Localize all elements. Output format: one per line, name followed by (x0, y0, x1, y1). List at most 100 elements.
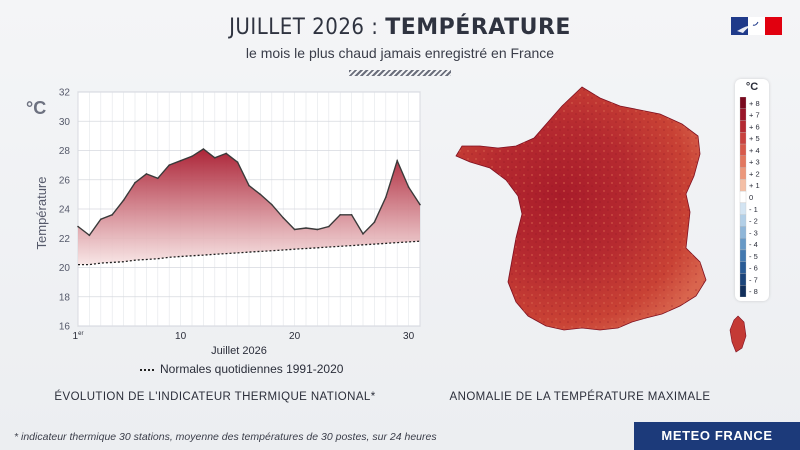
decorative-hatch (349, 70, 451, 76)
observed-point (168, 164, 170, 166)
observed-point (373, 221, 376, 223)
color-swatch (739, 132, 747, 145)
y-tick-label: 22 (59, 234, 71, 245)
color-scale-label: + 6 (749, 122, 760, 131)
color-scale-label: + 2 (749, 169, 760, 178)
legend-label-normals: Normales quotidiennes 1991-2020 (160, 362, 344, 376)
map-caption: ANOMALIE DE LA TEMPÉRATURE MAXIMALE (449, 391, 711, 403)
observed-point (111, 214, 113, 216)
color-scale-label: - 6 (749, 264, 758, 273)
color-swatch (739, 120, 747, 133)
color-scale-label: + 5 (749, 134, 760, 143)
y-tick-label: 24 (59, 205, 71, 216)
observed-point (316, 228, 319, 231)
y-axis-label: Température (36, 177, 49, 250)
observed-point (179, 159, 182, 162)
color-swatch (739, 167, 747, 180)
y-tick-label: 32 (59, 88, 71, 99)
color-scale-label: + 3 (749, 158, 760, 167)
color-scale-label: - 1 (749, 205, 758, 214)
x-tick-label: 20 (289, 331, 301, 342)
footnote: * indicateur thermique 30 stations, moye… (14, 431, 437, 443)
color-scale-label: + 8 (749, 99, 760, 108)
observed-point (259, 193, 262, 196)
observed-point (305, 227, 307, 229)
color-swatch (739, 108, 747, 121)
dotted-line-icon (140, 368, 154, 371)
color-swatch (739, 238, 747, 251)
color-scale-label: + 7 (749, 111, 760, 120)
color-scale-label: + 4 (749, 146, 760, 155)
anomaly-area (78, 149, 420, 265)
observed-point (134, 181, 136, 184)
observed-point (419, 203, 421, 206)
observed-point (122, 199, 125, 202)
color-swatch (739, 179, 747, 192)
observed-point (407, 186, 410, 188)
color-swatch (739, 97, 747, 109)
anomaly-map (455, 86, 747, 353)
color-swatch (739, 249, 747, 262)
observed-point (145, 173, 148, 175)
observed-point (293, 228, 296, 231)
page-subtitle: le mois le plus chaud jamais enregistré … (245, 45, 555, 61)
x-tick-label: 10 (175, 331, 187, 342)
observed-point (248, 184, 250, 187)
color-scale-unit: °C (745, 81, 759, 93)
observed-point (225, 152, 227, 155)
observed-point (282, 216, 284, 219)
observed-point (271, 203, 273, 206)
observed-point (191, 155, 193, 158)
page-title: JUILLET 2026 : TEMPÉRATURE (0, 14, 800, 40)
title-topic: TEMPÉRATURE (385, 15, 571, 40)
observed-point (350, 214, 353, 216)
color-swatch (739, 273, 747, 286)
meteo-france-logo: METEO FRANCE (634, 422, 800, 450)
color-scale-label: - 8 (749, 287, 758, 296)
color-scale-label: - 5 (749, 252, 758, 261)
y-tick-label: 16 (59, 322, 71, 333)
color-scale-label: + 1 (749, 181, 760, 190)
color-swatch (739, 143, 747, 156)
color-swatch (739, 155, 747, 168)
chart-legend: Normales quotidiennes 1991-2020 (140, 362, 343, 376)
observed-point (328, 225, 330, 228)
color-swatch (739, 261, 747, 274)
color-swatch (739, 226, 747, 239)
color-swatch (739, 285, 747, 297)
color-scale-legend: °C + 8 + 7 + 6 + 5 + 4 + 3 + 2 + 1 0 - 1 - 2 - 3 - 4… (735, 79, 769, 301)
color-scale-label: 0 (749, 193, 753, 202)
chart-unit: °C (26, 98, 47, 118)
y-tick-label: 20 (59, 263, 71, 274)
y-tick-label: 18 (59, 292, 71, 303)
observed-point (214, 157, 216, 159)
y-tick-label: 28 (59, 146, 71, 157)
x-axis-label: Juillet 2026 (211, 345, 267, 354)
y-tick-label: 26 (59, 175, 71, 186)
title-month: JUILLET 2026 : (229, 15, 386, 40)
chart-caption: ÉVOLUTION DE L'INDICATEUR THERMIQUE NATI… (54, 391, 376, 403)
observed-point (88, 234, 91, 237)
observed-point (339, 214, 342, 216)
observed-point (100, 218, 102, 221)
color-swatch (739, 202, 747, 215)
republique-francaise-logo-icon (731, 17, 782, 35)
observed-point (77, 225, 79, 228)
color-swatch (739, 214, 747, 227)
observed-point (362, 233, 364, 235)
y-tick-label: 30 (59, 117, 71, 128)
x-tick-label: 30 (403, 331, 415, 342)
color-scale-label: - 4 (749, 240, 758, 249)
color-scale-label: - 7 (749, 275, 758, 284)
color-scale-label: - 2 (749, 217, 758, 226)
color-scale-label: - 3 (749, 228, 758, 237)
corsica-shape (729, 315, 747, 353)
normals-line (78, 240, 421, 266)
observed-point (157, 177, 159, 180)
observed-point (236, 161, 239, 163)
color-swatch (739, 190, 747, 204)
observed-point (385, 196, 387, 199)
x-tick-label: 1er (73, 331, 84, 342)
observed-point (202, 148, 205, 150)
